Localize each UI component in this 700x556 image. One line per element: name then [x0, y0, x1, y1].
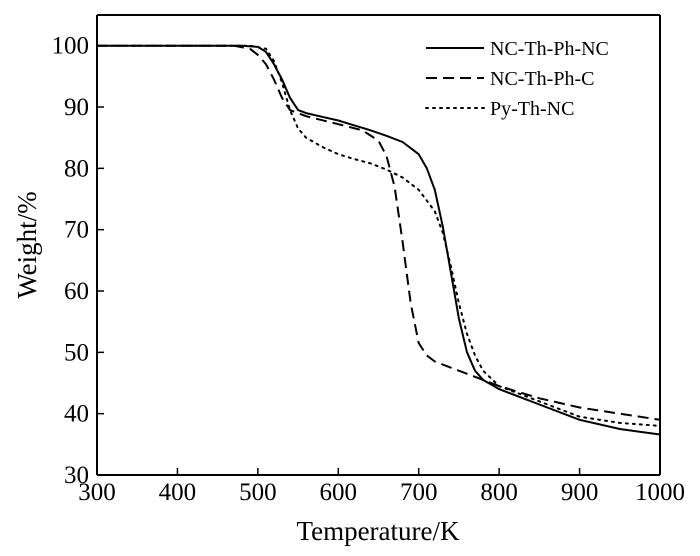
x-tick-label: 1000: [635, 479, 685, 506]
x-tick-label: 500: [239, 479, 277, 506]
legend-label-2: NC-Th-Ph-C: [490, 68, 594, 90]
series-line-2: [97, 44, 661, 421]
y-tick-label: 40: [64, 401, 89, 428]
legend-label-1: NC-Th-Ph-NC: [490, 38, 609, 60]
y-axis-label: Weight/%: [12, 191, 42, 298]
x-ticks: 300 400 500 600 700 800 900 1000: [78, 468, 685, 506]
series-line-3: [96, 44, 661, 427]
y-tick-label: 100: [52, 33, 90, 60]
x-tick-label: 700: [400, 479, 438, 506]
y-tick-label: 90: [64, 94, 89, 121]
series-lines: [96, 44, 661, 436]
legend-label-3: Py-Th-NC: [490, 98, 574, 120]
y-tick-label: 30: [64, 462, 89, 489]
plot-frame: [96, 14, 661, 476]
x-tick-label: 400: [159, 479, 197, 506]
y-tick-label: 50: [64, 339, 89, 366]
legend: NC-Th-Ph-NC NC-Th-Ph-C Py-Th-NC: [425, 38, 609, 120]
x-tick-label: 600: [320, 479, 358, 506]
x-tick-label: 900: [561, 479, 599, 506]
y-tick-label: 60: [64, 278, 89, 305]
x-axis-label: Temperature/K: [296, 516, 460, 546]
x-tick-label: 300: [78, 479, 116, 506]
y-tick-label: 80: [64, 155, 89, 182]
series-line-1: [97, 44, 661, 436]
x-tick-label: 800: [480, 479, 518, 506]
y-tick-label: 70: [64, 217, 89, 244]
y-ticks: 30 40 50 60 70 80 90 100: [52, 33, 104, 489]
